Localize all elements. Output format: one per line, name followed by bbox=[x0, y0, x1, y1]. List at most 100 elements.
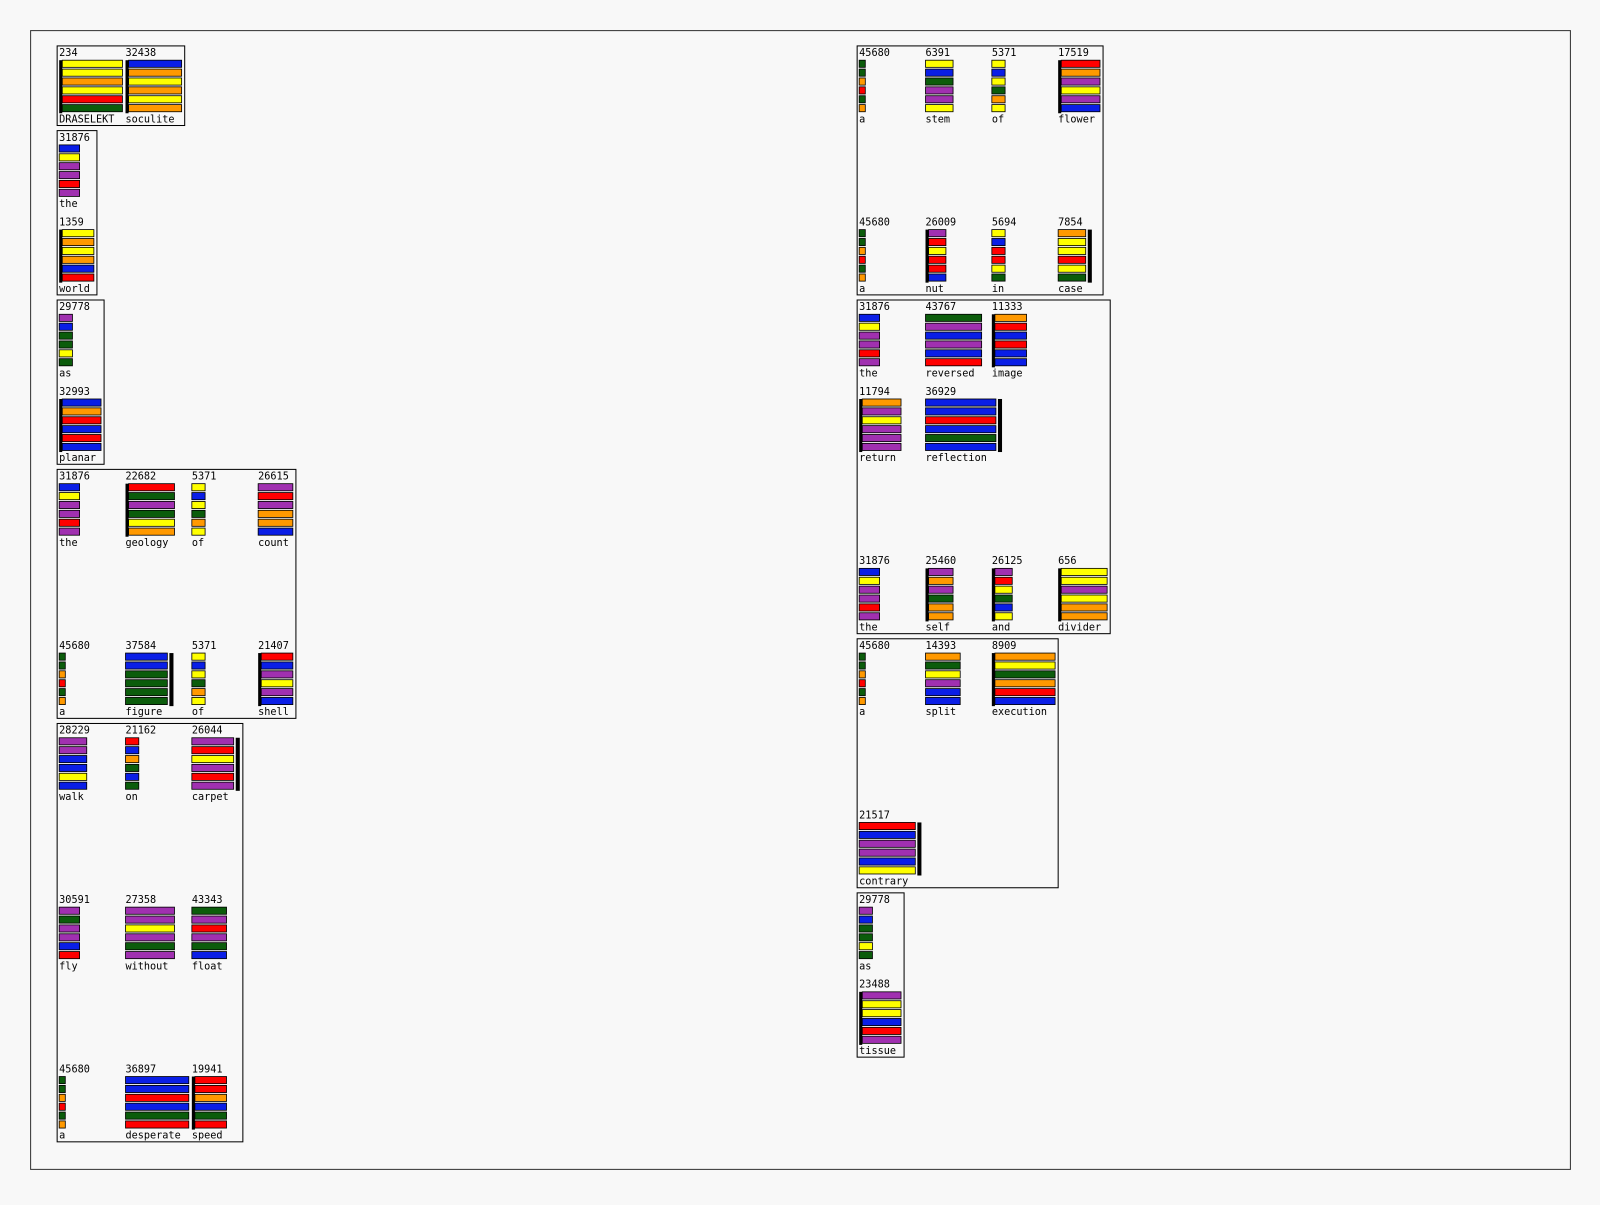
bar bbox=[858, 679, 866, 688]
bar bbox=[858, 68, 866, 77]
bar bbox=[858, 340, 880, 349]
bar bbox=[994, 358, 1027, 367]
bar bbox=[58, 492, 80, 501]
box-frame bbox=[56, 299, 105, 465]
frame bbox=[30, 30, 1571, 1170]
word-label: tissue bbox=[859, 1046, 896, 1057]
bar bbox=[125, 924, 175, 933]
word-count: 45680 bbox=[859, 48, 890, 59]
word-count: 234 bbox=[59, 48, 77, 59]
bar bbox=[191, 492, 206, 501]
bar bbox=[858, 358, 880, 367]
bar bbox=[191, 951, 227, 960]
word-label: of bbox=[192, 538, 204, 549]
bar bbox=[858, 59, 866, 68]
bar bbox=[1060, 576, 1108, 585]
bar bbox=[994, 661, 1056, 670]
bar bbox=[61, 238, 95, 247]
bar bbox=[861, 416, 902, 425]
word-label: a bbox=[59, 1131, 65, 1142]
word-box: 45680 a 14393 split 8909 execution 21517 contra… bbox=[856, 638, 1059, 889]
bar bbox=[191, 652, 206, 661]
bar bbox=[994, 688, 1056, 697]
bar bbox=[257, 527, 294, 536]
word-label: self bbox=[926, 623, 951, 634]
bar bbox=[58, 144, 80, 153]
bar bbox=[925, 77, 954, 86]
bar bbox=[858, 933, 873, 942]
bar bbox=[58, 951, 80, 960]
bar bbox=[58, 670, 66, 679]
word-count: 26615 bbox=[258, 472, 289, 483]
bar bbox=[994, 697, 1056, 705]
bar bbox=[858, 697, 866, 705]
word-count: 6391 bbox=[926, 48, 951, 59]
bar bbox=[58, 737, 88, 746]
bar bbox=[925, 434, 997, 443]
bar bbox=[861, 1018, 902, 1027]
word-label: speed bbox=[192, 1131, 223, 1142]
bar bbox=[861, 442, 902, 451]
word-count: 25460 bbox=[926, 556, 957, 567]
bar bbox=[58, 661, 66, 670]
bar bbox=[191, 679, 206, 688]
bar bbox=[858, 273, 866, 282]
bar bbox=[191, 501, 206, 509]
bar bbox=[61, 104, 123, 113]
bar bbox=[58, 1093, 66, 1102]
marker bbox=[917, 822, 922, 876]
bar bbox=[925, 86, 954, 95]
word-label: reversed bbox=[926, 368, 975, 379]
word-label: desperate bbox=[126, 1131, 181, 1142]
word-box: 31876 the 22682 geology 5371 of 26615 count 4568… bbox=[56, 468, 297, 719]
bar bbox=[125, 737, 140, 746]
bar bbox=[861, 425, 902, 434]
bar bbox=[191, 688, 206, 697]
bar bbox=[58, 358, 73, 367]
bar bbox=[1060, 104, 1101, 113]
word-count: 45680 bbox=[59, 1064, 90, 1075]
bar bbox=[925, 358, 983, 367]
word-count: 32993 bbox=[59, 387, 90, 398]
bar bbox=[858, 86, 866, 95]
bar bbox=[191, 737, 235, 746]
word-label: DRASELEKT bbox=[59, 114, 114, 125]
marker bbox=[59, 398, 63, 453]
bar bbox=[191, 670, 206, 679]
bar bbox=[925, 679, 961, 688]
bar bbox=[58, 527, 80, 536]
bar bbox=[125, 763, 140, 772]
bar bbox=[861, 1000, 902, 1009]
word-count: 11333 bbox=[992, 302, 1023, 313]
bar bbox=[991, 95, 1006, 104]
word-label: a bbox=[59, 707, 65, 718]
bar bbox=[928, 246, 947, 255]
word-count: 5694 bbox=[992, 217, 1017, 228]
word-box: 28229 walk 21162 on 26044 carpet 30591 fly 27358… bbox=[56, 722, 244, 1143]
word-label: the bbox=[59, 199, 77, 210]
marker bbox=[991, 653, 995, 707]
bar bbox=[994, 349, 1027, 358]
word-label: geology bbox=[126, 538, 169, 549]
bar bbox=[925, 398, 997, 407]
box-frame bbox=[56, 130, 98, 296]
bar bbox=[125, 661, 168, 670]
bar bbox=[858, 951, 873, 960]
bar bbox=[191, 772, 235, 781]
bar bbox=[194, 1076, 227, 1085]
marker bbox=[925, 229, 929, 283]
bar bbox=[994, 670, 1056, 679]
bar bbox=[858, 104, 866, 113]
word-count: 45680 bbox=[59, 641, 90, 652]
bar bbox=[58, 688, 66, 697]
word-count: 26009 bbox=[926, 217, 957, 228]
bar bbox=[925, 407, 997, 416]
bar bbox=[58, 518, 80, 527]
word-label: contrary bbox=[859, 877, 908, 888]
word-label: planar bbox=[59, 453, 96, 464]
bar bbox=[858, 349, 880, 358]
bar bbox=[861, 1009, 902, 1018]
bar bbox=[58, 906, 80, 915]
bar bbox=[58, 746, 88, 755]
